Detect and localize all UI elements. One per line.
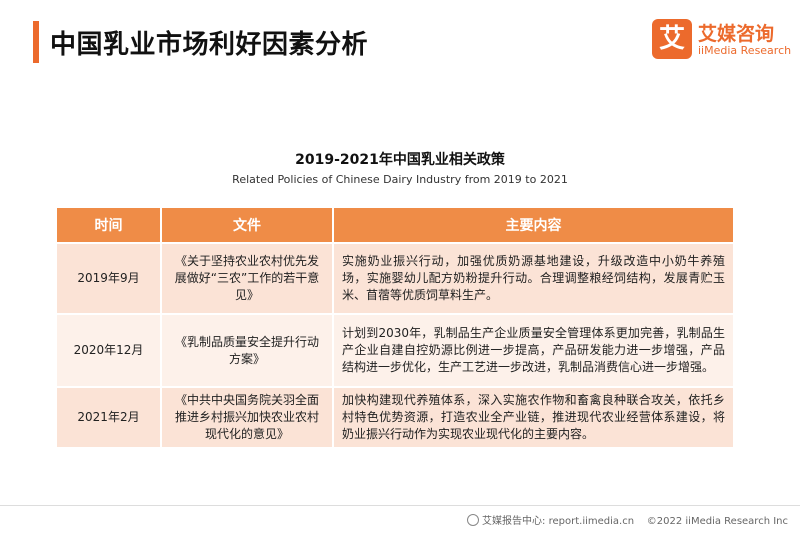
row-document: 《乳制品质量安全提升行动方案》 [161,313,334,387]
column-header-document: 文件 [161,208,334,243]
footer-divider [0,505,800,506]
table-subtitle: Related Policies of Chinese Dairy Indust… [232,173,568,186]
footer-source[interactable]: 艾媒报告中心: report.iimedia.cn [482,516,635,527]
logo-name-cn: 艾媒咨询 [698,23,775,45]
row-content: 实施奶业振兴行动，加强优质奶源基地建设，升级改造中小奶牛养殖场，实施婴幼儿配方奶… [333,242,733,314]
row-time: 2021年2月 [57,386,162,447]
logo-icon: 艾 [652,19,692,59]
row-time: 2020年12月 [57,313,162,387]
column-header-content: 主要内容 [333,208,733,243]
column-header-time: 时间 [57,208,162,243]
row-time: 2019年9月 [57,242,162,314]
table-row: 2019年9月 《关于坚持农业农村优先发展做好“三农”工作的若干意见》 实施奶业… [57,242,733,314]
table-title: 2019-2021年中国乳业相关政策 [295,152,505,168]
footer-copyright: ©2022 iiMedia Research Inc [646,516,788,527]
row-content: 计划到2030年，乳制品生产企业质量安全管理体系更加完善，乳制品生产企业自建自控… [333,313,733,387]
footer: 艾媒报告中心: report.iimedia.cn ©2022 iiMedia … [467,512,788,527]
table-row: 2020年12月 《乳制品质量安全提升行动方案》 计划到2030年，乳制品生产企… [57,313,733,387]
table-header-row: 时间 文件 主要内容 [57,208,733,243]
row-document: 《中共中央国务院关羽全面推进乡村振兴加快农业农村现代化的意见》 [161,386,334,447]
logo-name-en: iiMedia Research [698,44,792,57]
globe-icon [467,514,480,526]
page-title: 中国乳业市场利好因素分析 [50,30,369,60]
row-content: 加快构建现代养殖体系，深入实施农作物和畜禽良种联合攻关，依托乡村特色优势资源，打… [333,386,733,447]
title-accent-bar [33,21,39,63]
table-row: 2021年2月 《中共中央国务院关羽全面推进乡村振兴加快农业农村现代化的意见》 … [57,386,733,447]
policy-table: 时间 文件 主要内容 2019年9月 《关于坚持农业农村优先发展做好“三农”工作… [57,208,733,447]
row-document: 《关于坚持农业农村优先发展做好“三农”工作的若干意见》 [161,242,334,314]
brand-logo: 艾 艾媒咨询 iiMedia Research [652,17,792,65]
